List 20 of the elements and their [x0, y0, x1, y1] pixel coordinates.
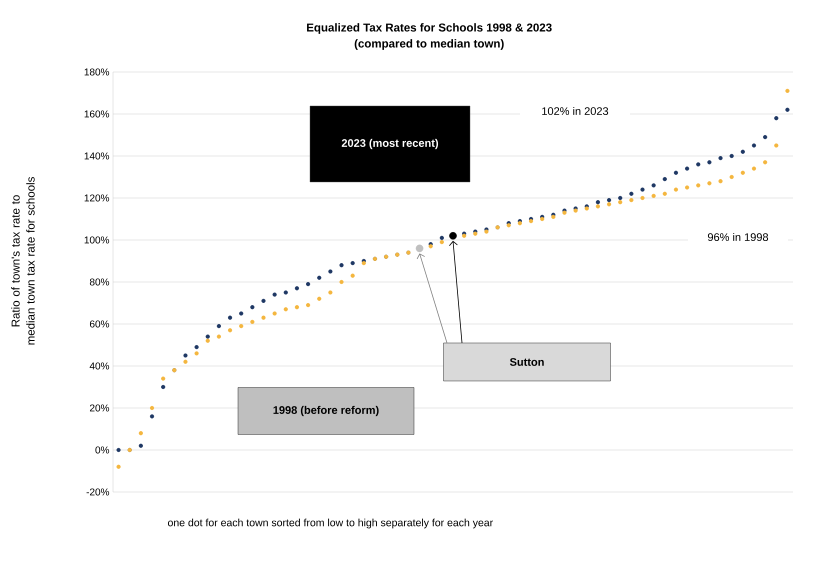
- chart-title: Equalized Tax Rates for Schools 1998 & 2023: [307, 23, 552, 34]
- annotation: Sutton: [510, 358, 544, 366]
- y-tick-label: 120%: [84, 194, 110, 202]
- chart-subtitle: (compared to median town): [354, 39, 504, 50]
- y-tick-label: 20%: [90, 404, 110, 412]
- y-axis-title: Ratio of town's tax rate to median town tax rate for schools: [11, 177, 35, 345]
- annotation: 96% in 1998: [708, 232, 768, 242]
- y-tick-label: 80%: [90, 278, 110, 286]
- y-tick-label: 160%: [84, 110, 110, 118]
- annotation: 1998 (before reform): [274, 406, 379, 416]
- y-tick-label: 40%: [90, 362, 110, 370]
- x-axis-title: one dot for each town sorted from low to high separately for each year: [168, 518, 493, 528]
- y-tick-label: 140%: [84, 152, 110, 160]
- annotation: 2023 (most recent): [342, 138, 438, 150]
- y-tick-label: -20%: [86, 488, 110, 496]
- annotation: 102% in 2023: [542, 106, 608, 116]
- y-tick-label: 0%: [95, 446, 110, 454]
- y-tick-label: 60%: [90, 320, 110, 328]
- y-tick-label: 180%: [84, 68, 110, 76]
- y-tick-label: 100%: [84, 236, 110, 244]
